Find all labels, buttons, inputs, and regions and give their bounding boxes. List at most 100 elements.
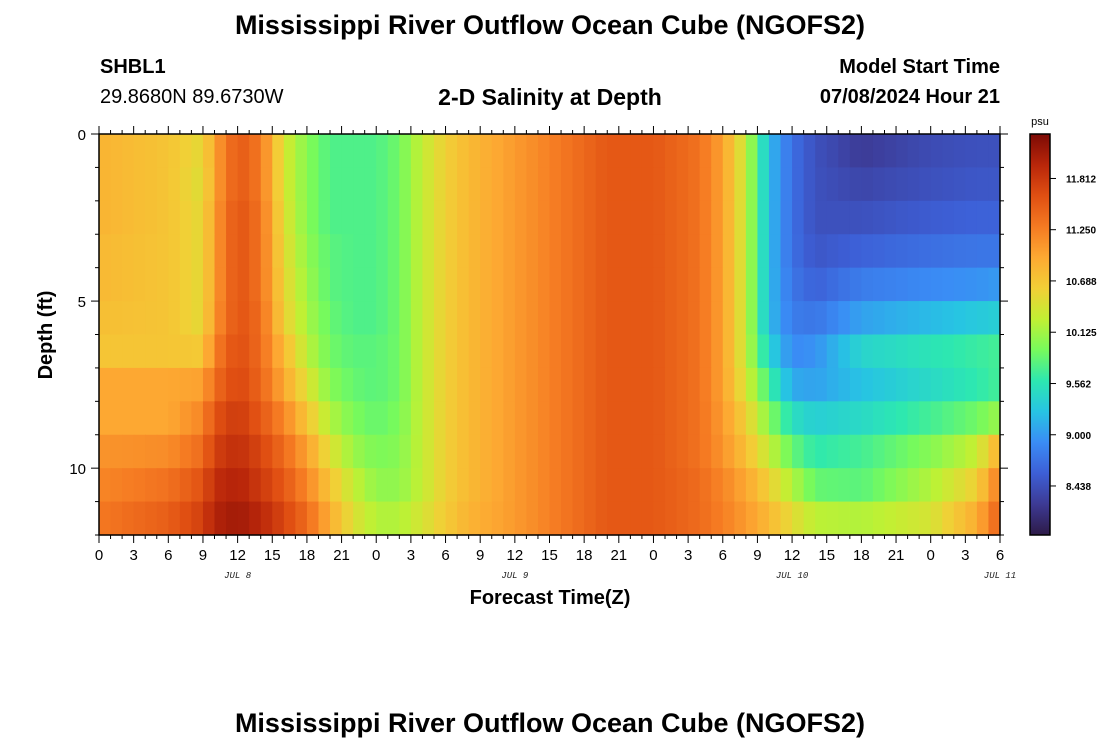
heatmap-cell	[306, 301, 320, 336]
heatmap-cell	[734, 434, 747, 469]
heatmap-cell	[815, 200, 828, 235]
heatmap-cell	[872, 434, 886, 469]
heatmap-cell	[537, 434, 551, 469]
heatmap-cell	[849, 167, 862, 202]
heatmap-cell	[341, 301, 354, 336]
heatmap-cell	[237, 301, 250, 336]
heatmap-cell	[745, 334, 759, 369]
heatmap-cell	[191, 134, 204, 169]
x-tick-label: 3	[684, 547, 692, 564]
heatmap-cell	[376, 167, 389, 202]
heatmap-cell	[768, 468, 782, 503]
heatmap-cell	[618, 334, 631, 369]
heatmap-cell	[584, 468, 597, 503]
heatmap-cell	[688, 468, 701, 503]
heatmap-cell	[595, 401, 608, 436]
heatmap-cell	[249, 401, 262, 436]
heatmap-cell	[595, 334, 608, 369]
x-tick-label: 21	[333, 547, 350, 564]
heatmap-cell	[514, 367, 527, 402]
heatmap-cell	[965, 234, 978, 269]
heatmap-cell	[226, 468, 239, 503]
heatmap-cell	[422, 401, 435, 436]
heatmap-cell	[364, 167, 377, 202]
heatmap-cell	[353, 167, 366, 202]
heatmap-cell	[942, 200, 955, 235]
x-tick-label: 18	[853, 547, 870, 564]
heatmap-cell	[988, 234, 1001, 269]
heatmap-cell	[884, 468, 897, 503]
heatmap-cell	[433, 434, 447, 469]
heatmap-cell	[122, 267, 135, 302]
heatmap-cell	[422, 234, 435, 269]
heatmap-cell	[884, 334, 897, 369]
heatmap-cell	[711, 334, 724, 369]
heatmap-cell	[156, 234, 169, 269]
heatmap-cell	[930, 367, 943, 402]
x-tick-label: 18	[299, 547, 316, 564]
heatmap-cell	[283, 401, 296, 436]
heatmap-cell	[815, 334, 828, 369]
heatmap-cell	[630, 267, 643, 302]
heatmap-cell	[514, 501, 527, 536]
x-tick-label: 9	[753, 547, 761, 564]
heatmap-cell	[272, 401, 285, 436]
heatmap-cell	[99, 267, 112, 302]
heatmap-cell	[988, 267, 1001, 302]
heatmap-cell	[549, 167, 562, 202]
heatmap-cell	[480, 134, 493, 169]
heatmap-cell	[457, 401, 470, 436]
bottom-chart-title: Mississippi River Outflow Ocean Cube (NG…	[234, 708, 866, 738]
heatmap-cell	[722, 301, 735, 336]
heatmap-cell	[491, 334, 504, 369]
heatmap-cell	[618, 468, 631, 503]
heatmap-cell	[99, 367, 112, 402]
heatmap-cell	[584, 334, 597, 369]
heatmap-cell	[942, 134, 955, 169]
heatmap-cell	[688, 301, 701, 336]
heatmap-cell	[110, 234, 123, 269]
heatmap-cell	[872, 267, 886, 302]
heatmap-cell	[653, 134, 666, 169]
heatmap-cell	[468, 267, 481, 302]
heatmap-cell	[306, 334, 320, 369]
heatmap-cell	[641, 234, 655, 269]
heatmap-cell	[226, 434, 239, 469]
heatmap-cell	[641, 267, 655, 302]
heatmap-cell	[768, 200, 782, 235]
heatmap-cell	[306, 367, 320, 402]
heatmap-cell	[665, 267, 678, 302]
date-label: JUL 11	[984, 571, 1016, 581]
heatmap-cell	[561, 367, 574, 402]
heatmap-cell	[191, 167, 204, 202]
heatmap-cell	[410, 367, 424, 402]
heatmap-cell	[745, 167, 759, 202]
heatmap-cell	[168, 501, 181, 536]
heatmap-cell	[480, 501, 493, 536]
heatmap-cell	[364, 301, 377, 336]
heatmap-cell	[410, 134, 424, 169]
colorbar-tick-label: 10.688	[1066, 277, 1097, 288]
heatmap-cell	[768, 267, 782, 302]
heatmap-cell	[318, 167, 331, 202]
heatmap-cell	[826, 501, 839, 536]
heatmap-cell	[641, 401, 655, 436]
heatmap-cell	[861, 501, 874, 536]
heatmap-cell	[699, 501, 712, 536]
heatmap-cell	[272, 468, 285, 503]
heatmap-cell	[572, 301, 585, 336]
heatmap-cell	[919, 367, 932, 402]
heatmap-cell	[861, 301, 874, 336]
heatmap-cell	[711, 434, 724, 469]
heatmap-cell	[919, 468, 932, 503]
heatmap-cell	[503, 200, 516, 235]
heatmap-cell	[110, 468, 123, 503]
heatmap-cell	[353, 468, 366, 503]
colorbar-scale	[1029, 133, 1051, 536]
heatmap-cell	[976, 334, 990, 369]
heatmap-cell	[861, 167, 874, 202]
heatmap-cell	[226, 401, 239, 436]
heatmap-cell	[237, 267, 250, 302]
x-axis-title: Forecast Time(Z)	[470, 587, 631, 609]
